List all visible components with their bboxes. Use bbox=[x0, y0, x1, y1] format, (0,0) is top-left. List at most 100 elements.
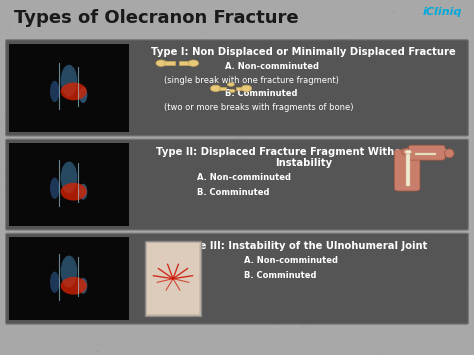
Ellipse shape bbox=[25, 159, 29, 161]
Ellipse shape bbox=[85, 232, 88, 233]
Ellipse shape bbox=[72, 299, 76, 301]
Text: B. Comminuted: B. Comminuted bbox=[197, 188, 269, 197]
Ellipse shape bbox=[218, 18, 220, 20]
Ellipse shape bbox=[379, 353, 382, 354]
Ellipse shape bbox=[454, 233, 459, 235]
Ellipse shape bbox=[390, 231, 392, 232]
Ellipse shape bbox=[449, 97, 451, 98]
Ellipse shape bbox=[15, 264, 19, 266]
Ellipse shape bbox=[281, 336, 283, 338]
Ellipse shape bbox=[410, 181, 413, 183]
Ellipse shape bbox=[383, 18, 387, 20]
Ellipse shape bbox=[317, 84, 320, 86]
Ellipse shape bbox=[14, 129, 16, 130]
Ellipse shape bbox=[419, 136, 420, 137]
Ellipse shape bbox=[7, 30, 10, 31]
Ellipse shape bbox=[27, 256, 31, 257]
Ellipse shape bbox=[444, 217, 448, 219]
Ellipse shape bbox=[421, 130, 424, 132]
Ellipse shape bbox=[160, 97, 162, 98]
Ellipse shape bbox=[241, 85, 252, 92]
Ellipse shape bbox=[244, 338, 248, 339]
Ellipse shape bbox=[310, 159, 312, 160]
Text: Type II: Displaced Fracture Fragment Without Elbow
Instability: Type II: Displaced Fracture Fragment Wit… bbox=[156, 147, 450, 168]
Ellipse shape bbox=[5, 24, 9, 27]
Ellipse shape bbox=[176, 17, 179, 18]
Ellipse shape bbox=[107, 311, 111, 313]
Ellipse shape bbox=[260, 155, 263, 157]
Text: iCliniq: iCliniq bbox=[423, 7, 462, 17]
Ellipse shape bbox=[188, 60, 199, 66]
Ellipse shape bbox=[168, 4, 170, 5]
Ellipse shape bbox=[42, 58, 44, 59]
Text: A. Non-comminuted: A. Non-comminuted bbox=[244, 256, 338, 264]
Text: B. Comminuted: B. Comminuted bbox=[244, 271, 317, 279]
Ellipse shape bbox=[168, 250, 173, 252]
Ellipse shape bbox=[193, 293, 195, 294]
Ellipse shape bbox=[197, 266, 201, 268]
Ellipse shape bbox=[164, 313, 168, 314]
Ellipse shape bbox=[160, 314, 164, 316]
Ellipse shape bbox=[409, 133, 410, 134]
Ellipse shape bbox=[189, 156, 191, 157]
FancyBboxPatch shape bbox=[6, 233, 468, 324]
Ellipse shape bbox=[86, 162, 90, 163]
Ellipse shape bbox=[278, 90, 279, 91]
Ellipse shape bbox=[221, 208, 226, 210]
Ellipse shape bbox=[426, 130, 428, 131]
Ellipse shape bbox=[400, 346, 401, 347]
Ellipse shape bbox=[237, 109, 240, 111]
Ellipse shape bbox=[380, 288, 383, 289]
Ellipse shape bbox=[451, 92, 454, 94]
Ellipse shape bbox=[50, 81, 59, 102]
Ellipse shape bbox=[466, 168, 467, 169]
Ellipse shape bbox=[286, 351, 289, 353]
Ellipse shape bbox=[183, 258, 185, 259]
Ellipse shape bbox=[39, 4, 41, 5]
Ellipse shape bbox=[79, 184, 87, 200]
Ellipse shape bbox=[445, 149, 454, 158]
Ellipse shape bbox=[152, 89, 156, 91]
Ellipse shape bbox=[376, 124, 380, 125]
Ellipse shape bbox=[4, 119, 9, 120]
Ellipse shape bbox=[252, 336, 253, 337]
Ellipse shape bbox=[82, 30, 84, 31]
Ellipse shape bbox=[94, 296, 98, 298]
Ellipse shape bbox=[401, 46, 405, 48]
Ellipse shape bbox=[405, 202, 409, 203]
Ellipse shape bbox=[50, 178, 59, 199]
Ellipse shape bbox=[69, 26, 71, 27]
Ellipse shape bbox=[470, 157, 474, 159]
Ellipse shape bbox=[236, 143, 240, 144]
Ellipse shape bbox=[51, 213, 55, 215]
Ellipse shape bbox=[390, 308, 393, 310]
Ellipse shape bbox=[210, 85, 221, 92]
Ellipse shape bbox=[55, 38, 58, 40]
Text: Type I: Non Displaced or Minimally Displaced Fracture: Type I: Non Displaced or Minimally Displ… bbox=[151, 47, 456, 57]
Ellipse shape bbox=[365, 328, 366, 329]
Ellipse shape bbox=[440, 153, 444, 155]
Ellipse shape bbox=[130, 288, 133, 289]
Ellipse shape bbox=[342, 36, 346, 37]
Bar bbox=[415, 153, 436, 155]
Ellipse shape bbox=[280, 338, 282, 339]
Ellipse shape bbox=[292, 165, 296, 166]
Ellipse shape bbox=[143, 320, 146, 321]
Ellipse shape bbox=[446, 186, 449, 187]
Ellipse shape bbox=[290, 3, 293, 4]
Bar bbox=[179, 61, 190, 65]
Ellipse shape bbox=[116, 180, 120, 182]
Ellipse shape bbox=[128, 145, 129, 146]
Ellipse shape bbox=[355, 68, 357, 69]
Ellipse shape bbox=[468, 272, 472, 273]
Ellipse shape bbox=[59, 300, 62, 302]
Ellipse shape bbox=[302, 324, 306, 326]
Bar bbox=[406, 154, 410, 186]
Ellipse shape bbox=[428, 266, 432, 267]
Ellipse shape bbox=[447, 189, 448, 190]
Text: (single break with one fracture fragment): (single break with one fracture fragment… bbox=[164, 76, 338, 84]
Ellipse shape bbox=[61, 83, 87, 100]
Ellipse shape bbox=[200, 33, 202, 34]
Ellipse shape bbox=[289, 305, 291, 306]
Ellipse shape bbox=[451, 139, 454, 141]
